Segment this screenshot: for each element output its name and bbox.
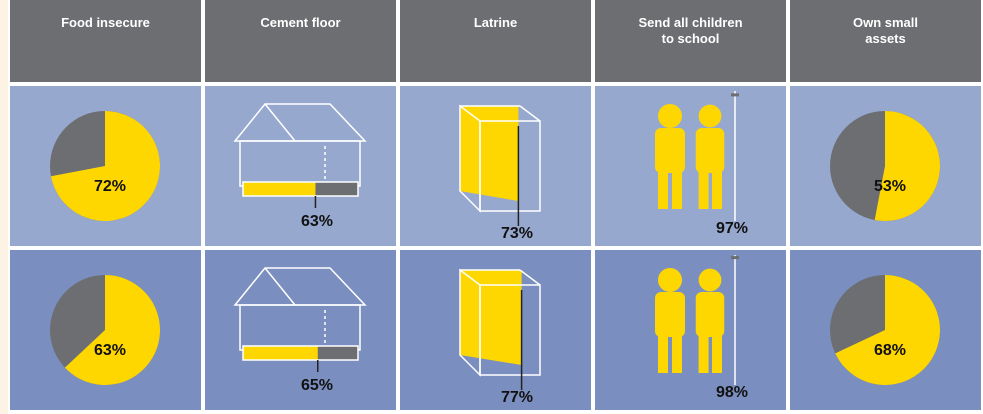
floor-outline (242, 181, 359, 197)
cell-bg (595, 250, 786, 410)
value-label: 98% (716, 384, 748, 401)
header-text: to school (662, 31, 720, 46)
child-head (658, 268, 682, 292)
header-text: Latrine (474, 15, 517, 30)
value-label: 97% (716, 220, 748, 237)
floor-outline (242, 345, 359, 361)
pie-slice (64, 275, 160, 385)
child-body (695, 292, 725, 337)
header-cell (790, 0, 981, 82)
child-leg (698, 335, 709, 373)
floor-fill (243, 346, 318, 360)
latrine-roof (519, 269, 541, 286)
header-cell (205, 0, 396, 82)
latrine-front (479, 284, 541, 376)
cell-bg (595, 86, 786, 246)
value-label: 68% (874, 342, 906, 359)
child-leg (658, 171, 668, 209)
floor-fill (243, 182, 316, 196)
latrine-roof (519, 105, 541, 122)
child-head (698, 104, 722, 128)
house-roof-ridge (264, 103, 296, 142)
value-label: 65% (301, 377, 333, 394)
header-text: Food insecure (61, 15, 150, 30)
child-leg (712, 335, 722, 373)
header-text: Own small (853, 15, 918, 30)
latrine-fill (460, 270, 522, 365)
header-cell (10, 0, 201, 82)
pie-slice (50, 111, 161, 221)
house-roof-ridge (264, 267, 296, 306)
child-head (658, 104, 682, 128)
value-label: 63% (301, 213, 333, 230)
child-leg (672, 171, 682, 209)
latrine-front (479, 120, 541, 212)
header-text: Send all children (638, 15, 742, 30)
pie-slice (874, 111, 940, 221)
value-label: 77% (501, 389, 533, 406)
child-leg (672, 335, 682, 373)
cell-bg (205, 86, 396, 246)
header-cell (400, 0, 591, 82)
child-body (695, 128, 725, 173)
latrine-fill (460, 106, 519, 201)
cell-bg (205, 250, 396, 410)
child-leg (658, 335, 668, 373)
header-text: assets (865, 31, 905, 46)
child-leg (712, 171, 722, 209)
header-cell (595, 0, 786, 82)
child-head (698, 268, 722, 292)
child-body (655, 128, 685, 173)
pie-slice (835, 275, 940, 386)
header-text: Cement floor (260, 15, 340, 30)
child-body (655, 292, 685, 337)
value-label: 73% (501, 225, 533, 242)
child-leg (698, 171, 709, 209)
value-label: 53% (874, 178, 906, 195)
value-label: 63% (94, 342, 126, 359)
value-label: 72% (94, 178, 126, 195)
